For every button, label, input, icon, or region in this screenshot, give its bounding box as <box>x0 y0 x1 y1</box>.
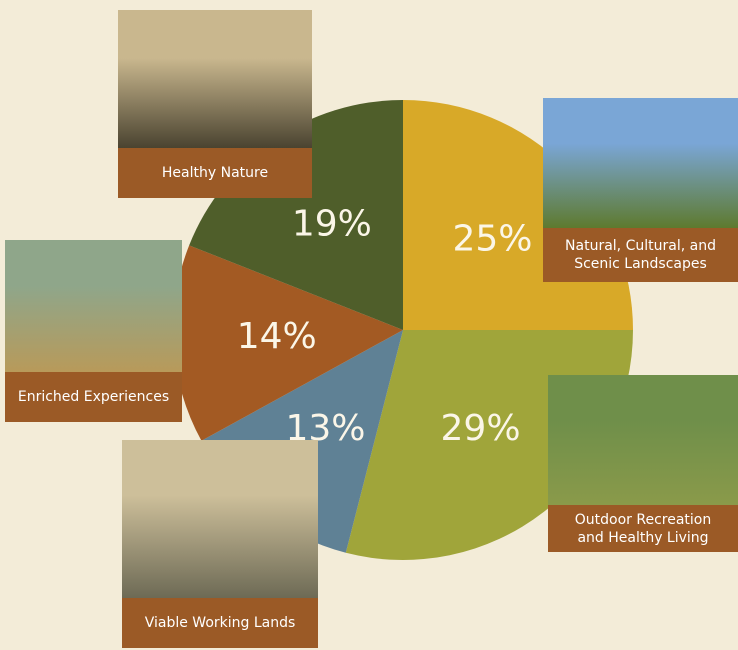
caption-box: Natural, Cultural, and Scenic Landscapes <box>543 228 738 282</box>
photo <box>543 98 738 228</box>
caption-box: Outdoor Recreation and Healthy Living <box>548 505 738 552</box>
photo <box>5 240 182 372</box>
percent-label: 29% <box>441 408 521 449</box>
photo <box>118 10 312 148</box>
caption-box: Healthy Nature <box>118 148 312 198</box>
percent-label: 25% <box>452 219 532 260</box>
photo <box>548 375 738 505</box>
caption-box: Viable Working Lands <box>122 598 318 648</box>
caption-box: Enriched Experiences <box>5 372 182 422</box>
category-label: Outdoor Recreation and Healthy Living <box>574 511 712 546</box>
percent-label: 19% <box>292 203 372 244</box>
category-label: Healthy Nature <box>161 165 269 181</box>
category-label: Enriched Experiences <box>17 389 170 405</box>
category-label: Natural, Cultural, and Scenic Landscapes <box>565 238 716 272</box>
pie-slice <box>173 245 403 441</box>
pie-slice <box>189 100 403 330</box>
photo <box>122 440 318 598</box>
percent-label: 14% <box>237 316 317 357</box>
category-label: Viable Working Lands <box>144 615 296 631</box>
